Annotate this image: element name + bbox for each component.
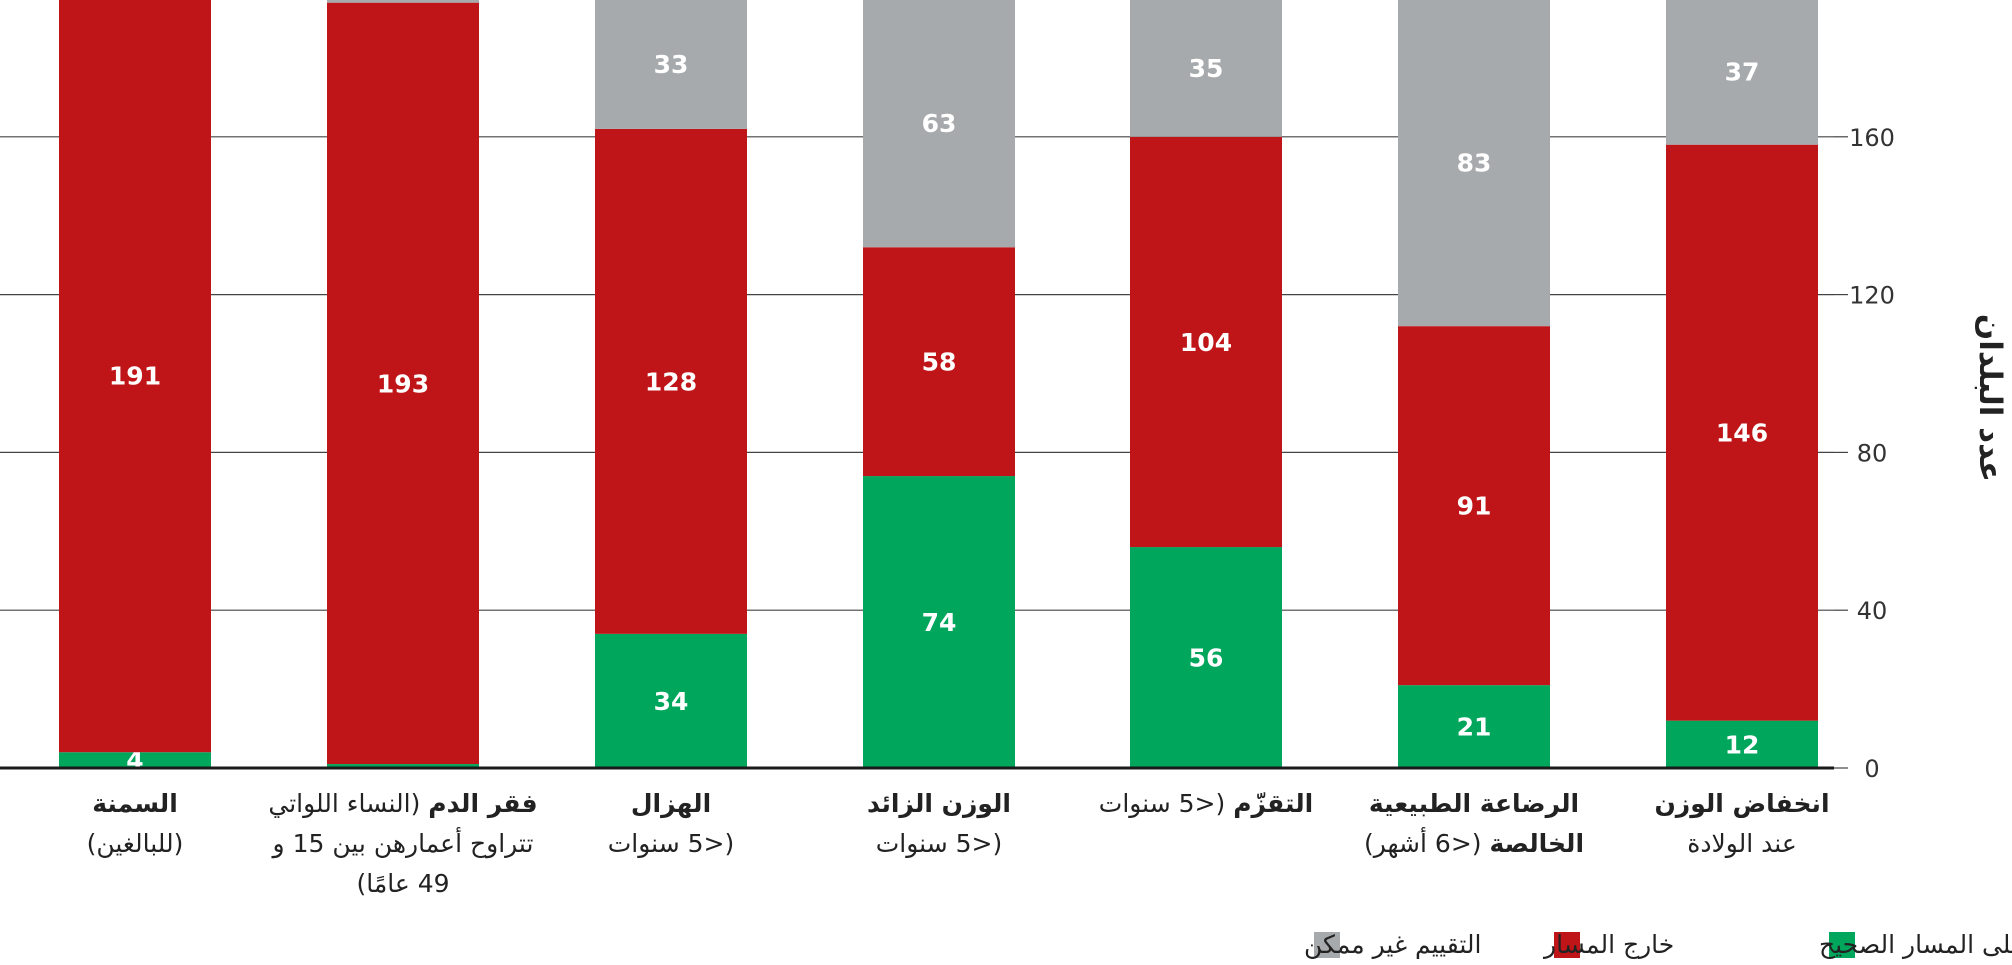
- category-label-line3: 49 عامًا): [356, 869, 449, 898]
- bar-segment: [595, 0, 747, 129]
- data-label: 58: [922, 348, 957, 377]
- legend-swatch: [1554, 932, 1580, 958]
- bar-segment: [1666, 0, 1818, 145]
- bar-segment: [595, 128, 747, 634]
- bar-segment: [1666, 720, 1818, 768]
- legend-swatch: [1829, 932, 1855, 958]
- bar-segment: [1398, 326, 1550, 686]
- bar-segment: [863, 476, 1015, 768]
- data-label: 56: [1189, 644, 1224, 673]
- data-label: 128: [645, 367, 697, 396]
- legend-label: التقييم غير ممكن: [1304, 930, 1481, 960]
- legend: على المسار الصحيح خارج المسار التقييم غير …: [1304, 930, 2012, 960]
- data-label: 193: [377, 369, 429, 398]
- bar-segment: [59, 752, 211, 768]
- legend-label: خارج المسار: [1542, 930, 1674, 960]
- category-label: الرضاعة الطبيعية: [1369, 789, 1579, 819]
- y-tick-label: 120: [1849, 282, 1895, 310]
- category-label-line2: تتراوح أعمارهن بين 15 و: [271, 826, 534, 859]
- x-axis-labels: السمنة (للبالغين) فقر الدم (النساء اللواتي…: [87, 789, 1830, 898]
- bar-segment: [1398, 685, 1550, 768]
- y-axis: 0 40 80 120 160: [1834, 124, 1895, 783]
- bar-segment: [327, 2, 479, 765]
- data-label: 91: [1457, 492, 1492, 521]
- category-label: فقر الدم (النساء اللواتي: [268, 789, 537, 819]
- data-label: 191: [109, 361, 161, 390]
- bar-segment: [1398, 0, 1550, 327]
- bar-segment: [1130, 136, 1282, 548]
- category-label-line2: (<5 سنوات: [608, 829, 734, 858]
- data-label: 104: [1180, 328, 1232, 357]
- data-label: 63: [922, 109, 957, 138]
- category-label: الهزال: [631, 789, 711, 819]
- bar-segment: [1666, 144, 1818, 721]
- data-label: 83: [1457, 148, 1492, 177]
- category-label-line2: (<5 سنوات: [876, 829, 1002, 858]
- data-label: 12: [1725, 730, 1760, 759]
- y-tick-label: 160: [1849, 124, 1895, 152]
- bar-segment: [327, 764, 479, 768]
- category-label-line2: (للبالغين): [87, 829, 184, 858]
- y-tick-label: 0: [1864, 755, 1879, 783]
- bar-segment: [863, 247, 1015, 477]
- data-label: 33: [654, 50, 689, 79]
- data-label: 37: [1725, 58, 1760, 87]
- y-axis-label: عدد البلدان: [1972, 314, 2008, 482]
- category-label-line2: عند الولادة: [1687, 829, 1797, 858]
- data-label: 146: [1716, 419, 1768, 448]
- category-label: التقزّم (<5 سنوات: [1099, 789, 1313, 819]
- category-label: انخفاض الوزن: [1654, 789, 1829, 819]
- category-label: السمنة: [92, 789, 178, 818]
- y-tick-label: 80: [1857, 439, 1888, 467]
- legend-swatch: [1314, 932, 1340, 958]
- bar-segment: [327, 0, 479, 3]
- data-label: 35: [1189, 54, 1224, 83]
- data-label: 34: [654, 687, 689, 716]
- data-label: 21: [1457, 713, 1492, 742]
- legend-label: على المسار الصحيح: [1819, 930, 2012, 960]
- data-label: 74: [922, 608, 957, 637]
- bar-segment: [1130, 0, 1282, 137]
- bar-segment: [59, 0, 211, 753]
- category-label: الوزن الزائد: [867, 789, 1011, 819]
- bar-segment: [1130, 547, 1282, 768]
- y-tick-label: 40: [1857, 597, 1888, 625]
- category-label-line2: الخالصة (<6 أشهر): [1364, 826, 1584, 859]
- bar-segment: [863, 0, 1015, 248]
- bar-segment: [595, 633, 747, 768]
